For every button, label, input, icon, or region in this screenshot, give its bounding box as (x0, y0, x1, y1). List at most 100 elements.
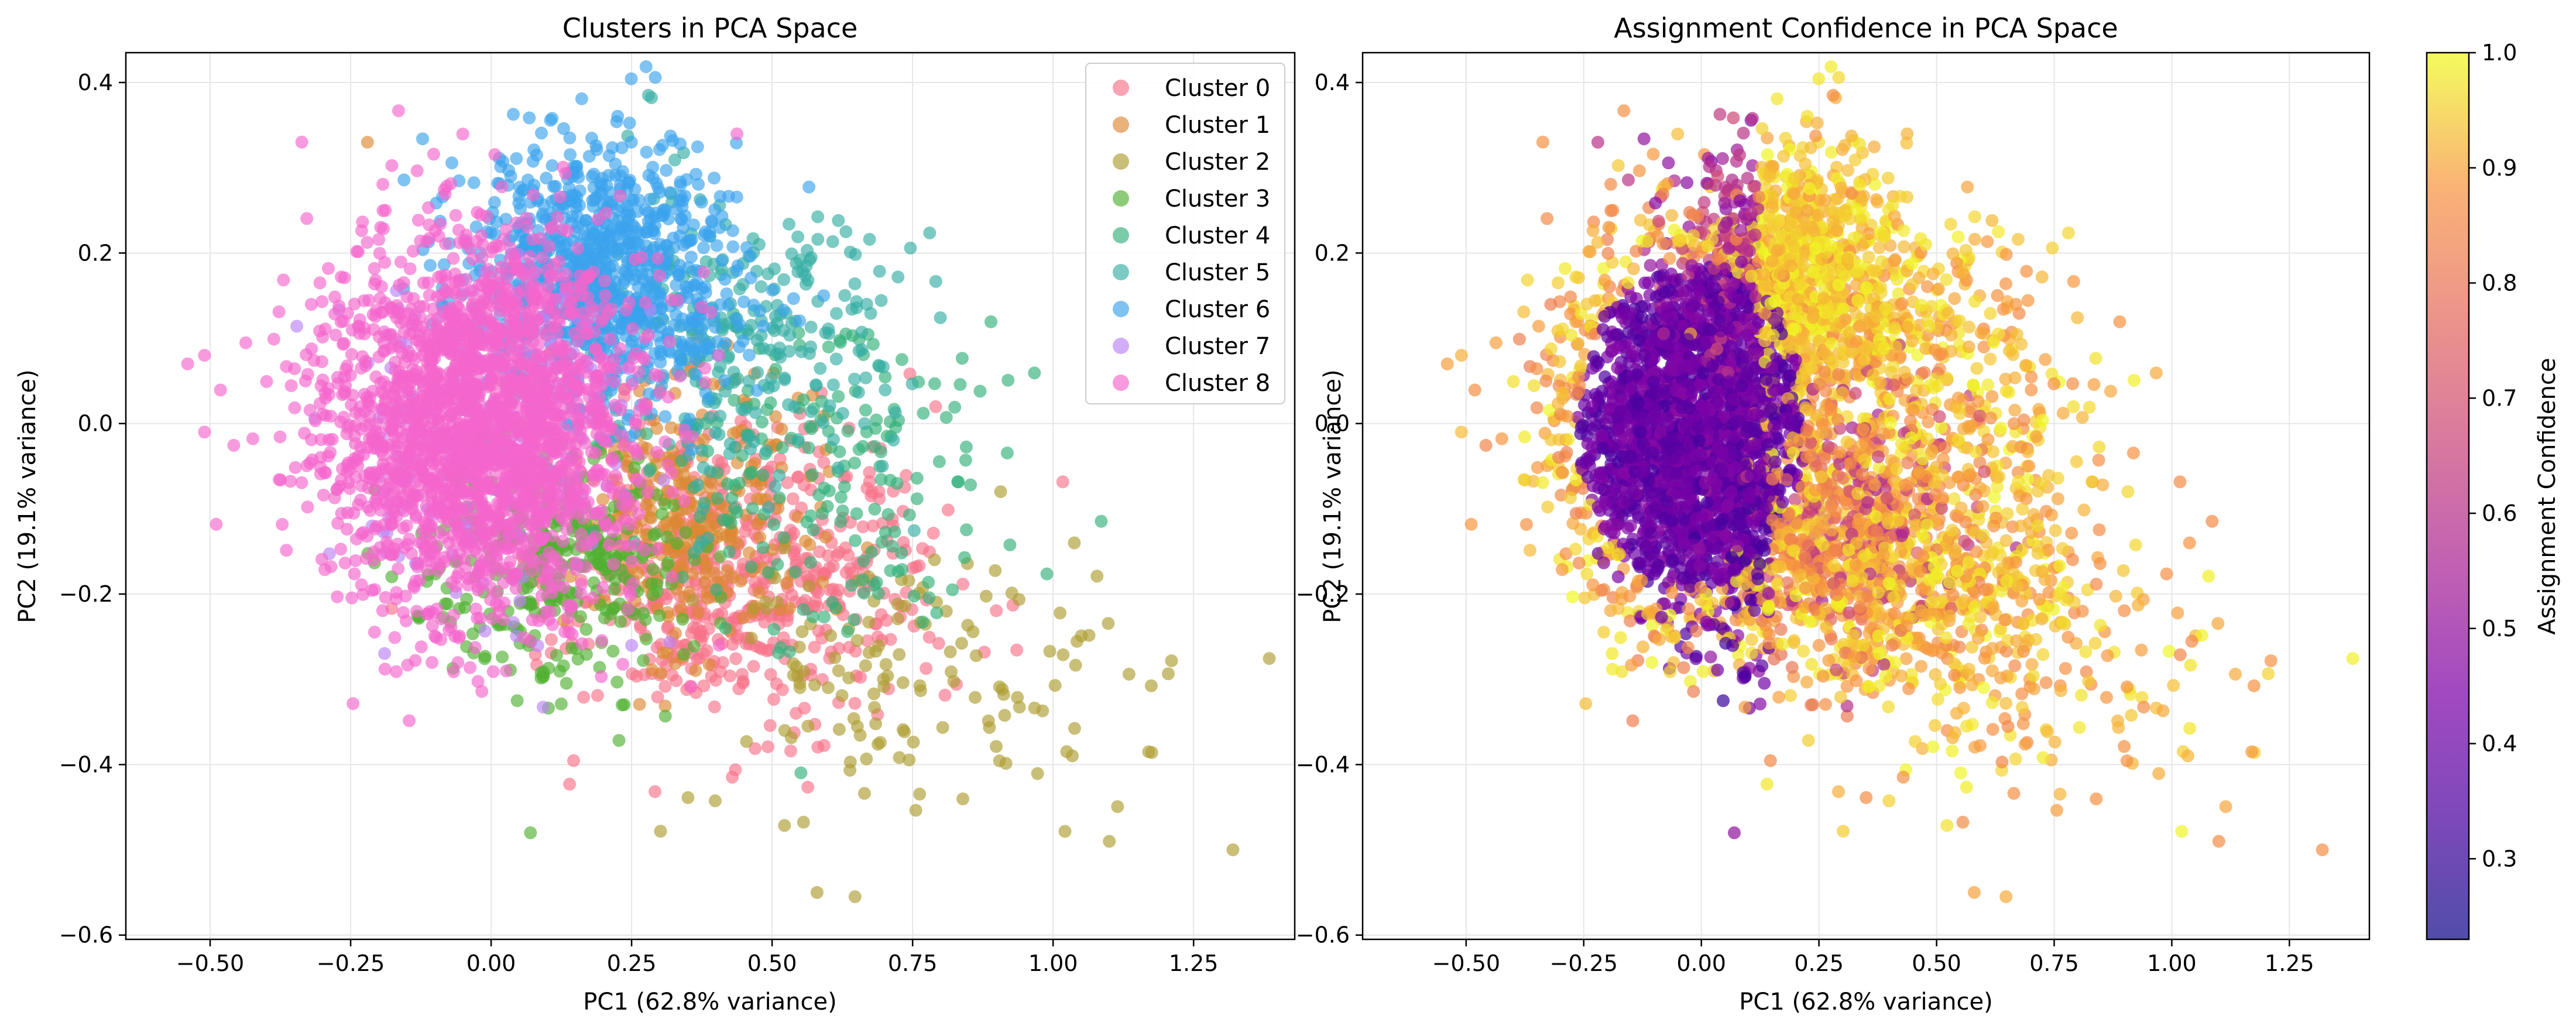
scatter-point (546, 618, 559, 632)
scatter-point (848, 277, 862, 290)
scatter-point (344, 369, 357, 382)
scatter-point (881, 508, 895, 521)
scatter-point (654, 286, 667, 300)
scatter-point (698, 362, 712, 375)
scatter-point (768, 262, 781, 276)
scatter-point (603, 332, 617, 345)
scatter-point (699, 255, 713, 269)
scatter-point (423, 218, 436, 232)
scatter-point (554, 465, 568, 478)
scatter-point (679, 280, 692, 293)
scatter-point (990, 740, 1003, 753)
scatter-point (708, 700, 721, 713)
scatter-point (637, 654, 650, 667)
scatter-point (456, 485, 469, 498)
scatter-point (544, 605, 557, 618)
scatter-point (959, 454, 972, 467)
scatter-point (681, 791, 695, 804)
scatter-point (452, 631, 466, 644)
scatter-point (371, 492, 384, 505)
scatter-point (694, 310, 708, 323)
scatter-point (631, 205, 644, 218)
scatter-point (784, 744, 797, 758)
scatter-point (427, 302, 440, 315)
scatter-point (964, 478, 977, 492)
scatter-point (571, 420, 584, 433)
scatter-point (624, 517, 637, 531)
scatter-point (715, 254, 729, 267)
scatter-point (544, 575, 557, 588)
scatter-point (460, 592, 474, 606)
scatter-point (905, 377, 919, 390)
scatter-point (674, 179, 687, 192)
scatter-point (1036, 704, 1049, 718)
scatter-point (777, 631, 790, 644)
scatter-point (989, 564, 1002, 577)
scatter-point (879, 370, 892, 384)
scatter-point (866, 485, 879, 499)
scatter-point (668, 657, 682, 670)
scatter-point (586, 591, 599, 605)
scatter-point (314, 451, 327, 464)
scatter-point (742, 375, 756, 388)
scatter-point (489, 597, 503, 610)
scatter-point (273, 473, 286, 486)
scatter-point (720, 530, 733, 543)
scatter-point (741, 431, 754, 444)
scatter-point (847, 712, 860, 725)
scatter-point (329, 328, 342, 342)
scatter-point (488, 148, 502, 161)
scatter-point (426, 348, 440, 361)
scatter-point (853, 729, 867, 742)
scatter-point (821, 500, 834, 513)
scatter-point (914, 684, 927, 698)
scatter-point (397, 173, 411, 187)
scatter-point (653, 269, 666, 283)
scatter-point (725, 491, 739, 505)
scatter-point (1057, 648, 1070, 661)
scatter-point (752, 586, 766, 599)
scatter-point (459, 236, 473, 250)
scatter-point (641, 486, 654, 499)
scatter-point (1043, 644, 1057, 658)
scatter-point (838, 480, 851, 493)
scatter-point (941, 503, 955, 517)
scatter-point (430, 324, 444, 337)
scatter-point (623, 116, 636, 130)
scatter-point (328, 491, 341, 505)
scatter-point (542, 564, 555, 578)
scatter-point (642, 279, 654, 293)
scatter-point (315, 552, 328, 566)
scatter-point (771, 558, 784, 571)
scatter-point (704, 482, 717, 495)
scatter-point (544, 471, 558, 483)
scatter-point (563, 131, 577, 145)
scatter-point (565, 641, 578, 655)
scatter-point (745, 632, 758, 645)
scatter-point (447, 609, 461, 622)
scatter-point (498, 562, 511, 575)
scatter-point (677, 648, 691, 661)
scatter-point (612, 242, 625, 256)
scatter-point (821, 681, 835, 694)
scatter-point (873, 265, 886, 278)
scatter-point (817, 289, 831, 303)
scatter-point (993, 680, 1006, 694)
scatter-point (632, 238, 645, 251)
scatter-point (776, 683, 789, 696)
scatter-point (709, 321, 722, 334)
scatter-point (651, 691, 664, 703)
scatter-point (936, 721, 949, 734)
scatter-point (345, 348, 358, 361)
scatter-point (979, 589, 993, 603)
scatter-point (571, 242, 585, 255)
scatter-point (504, 170, 517, 183)
scatter-point (584, 400, 598, 413)
scatter-point (744, 442, 757, 455)
scatter-point (697, 502, 710, 516)
scatter-point (677, 239, 690, 252)
scatter-point (378, 663, 392, 676)
scatter-point (994, 485, 1007, 499)
scatter-point (719, 337, 732, 350)
scatter-point (701, 531, 715, 545)
